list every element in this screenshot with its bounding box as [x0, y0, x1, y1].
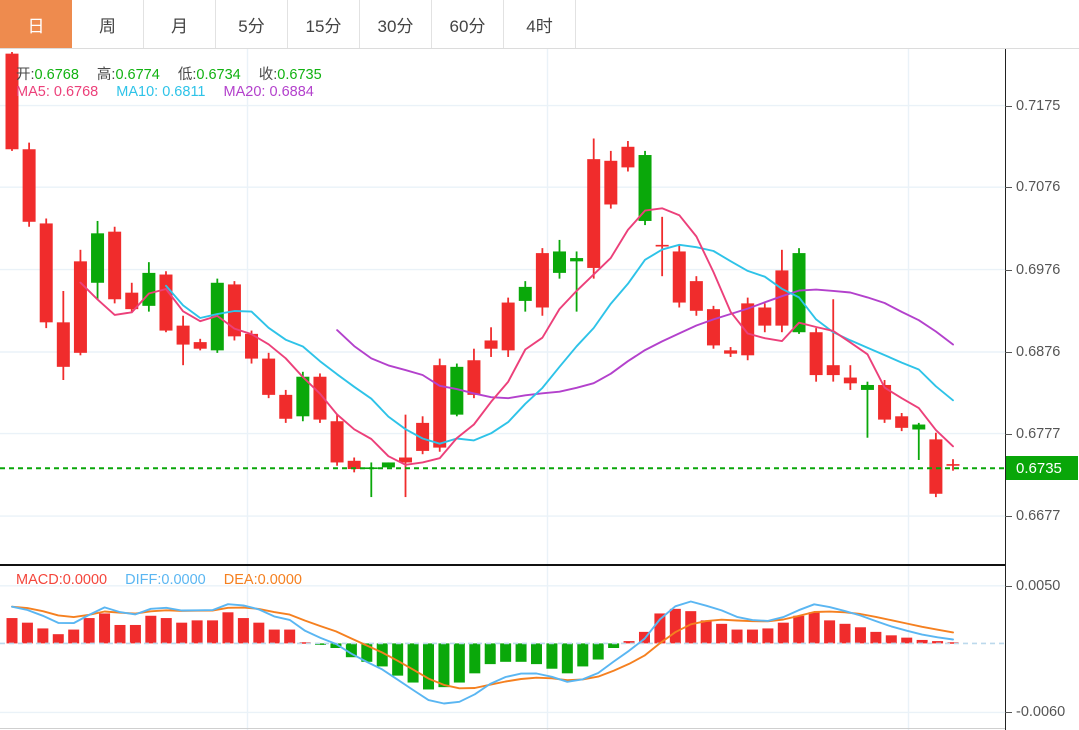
diff-segment: DIFF:0.0000: [125, 572, 206, 588]
tab-month[interactable]: 月: [144, 0, 216, 48]
macd-tick-dash: [1005, 712, 1012, 714]
dea-label: DEA:: [223, 572, 258, 588]
timeframe-tab-bar: 日 周 月 5分 15分 30分 60分 4时: [0, 0, 1079, 49]
price-tick-label: 0.6777: [1016, 425, 1061, 442]
panel-divider: [0, 564, 1005, 566]
tab-5min-label: 5分: [238, 16, 265, 36]
tab-15min[interactable]: 15分: [288, 0, 360, 48]
macd-tick-label: -0.0060: [1016, 704, 1066, 721]
ma10-label: MA10:: [116, 84, 159, 100]
tab-bar-filler: [576, 0, 1079, 48]
macd-value: 0.0000: [62, 572, 108, 588]
open-value: 0.6768: [34, 67, 79, 83]
price-tick-dash: [1005, 516, 1012, 518]
ma-legend: MA5: 0.6768 MA10: 0.6811 MA20: 0.6884: [16, 84, 328, 100]
ma10-value: 0.6811: [162, 84, 206, 100]
dea-segment: DEA:0.0000: [224, 572, 302, 588]
price-axis-line: [1005, 49, 1006, 566]
tab-day[interactable]: 日: [0, 0, 72, 48]
price-tick-dash: [1005, 269, 1012, 271]
macd-svg: [0, 566, 1005, 730]
tab-4hour[interactable]: 4时: [504, 0, 576, 48]
tab-month-label: 月: [171, 16, 188, 36]
price-tick-dash: [1005, 433, 1012, 435]
candlestick-svg: [0, 49, 1005, 566]
high-label: 高:: [96, 67, 116, 83]
price-tick-dash: [1005, 105, 1012, 107]
tab-4hour-label: 4时: [526, 16, 553, 36]
ma20-segment: MA20: 0.6884: [224, 84, 314, 100]
ma20-value: 0.6884: [269, 84, 314, 100]
price-chart-panel[interactable]: [0, 49, 1079, 566]
close-label: 收:: [258, 67, 278, 83]
ma5-value: 0.6768: [53, 84, 99, 100]
tab-15min-label: 15分: [305, 16, 342, 36]
ma5-label: MA5:: [16, 84, 50, 100]
open-segment: 开:0.6768: [16, 63, 79, 84]
price-tick-label: 0.7076: [1016, 179, 1061, 196]
macd-segment: MACD:0.0000: [16, 572, 107, 588]
ma5-segment: MA5: 0.6768: [16, 84, 98, 100]
price-tick-label: 0.7175: [1016, 97, 1061, 114]
tab-60min[interactable]: 60分: [432, 0, 504, 48]
tab-30min[interactable]: 30分: [360, 0, 432, 48]
low-segment: 低:0.6734: [178, 63, 241, 84]
tab-day-label: 日: [27, 16, 45, 36]
low-value: 0.6734: [196, 67, 241, 83]
dea-value: 0.0000: [257, 572, 302, 588]
tab-week-label: 周: [99, 16, 116, 36]
low-label: 低:: [177, 67, 197, 83]
macd-chart-panel[interactable]: [0, 566, 1079, 730]
price-tick-dash: [1005, 187, 1012, 189]
ma20-label: MA20:: [223, 84, 266, 100]
close-segment: 收:0.6735: [259, 63, 322, 84]
tab-5min[interactable]: 5分: [216, 0, 288, 48]
high-segment: 高:0.6774: [97, 63, 160, 84]
high-value: 0.6774: [115, 67, 160, 83]
ohlc-legend: 开:0.6768 高:0.6774 低:0.6734 收:0.6735: [16, 63, 336, 84]
macd-legend: MACD:0.0000 DIFF:0.0000 DEA:0.0000: [16, 572, 316, 588]
price-tick-label: 0.6976: [1016, 261, 1061, 278]
tab-week[interactable]: 周: [72, 0, 144, 48]
price-tick-label: 0.6677: [1016, 508, 1061, 525]
macd-tick-label: 0.0050: [1016, 577, 1061, 594]
tab-60min-label: 60分: [449, 16, 486, 36]
price-tick-dash: [1005, 352, 1012, 353]
open-label: 开:: [16, 67, 35, 83]
macd-tick-dash: [1005, 585, 1012, 587]
ma10-segment: MA10: 0.6811: [116, 84, 205, 100]
macd-label: MACD:: [16, 572, 63, 588]
last-price-badge: 0.6735: [1006, 456, 1078, 481]
macd-axis-line: [1005, 566, 1006, 730]
diff-value: 0.0000: [161, 572, 206, 588]
price-tick-label: 0.6876: [1016, 344, 1061, 360]
diff-label: DIFF:: [125, 572, 162, 588]
tab-30min-label: 30分: [377, 16, 414, 36]
close-value: 0.6735: [277, 67, 322, 83]
macd-bottom-line: [0, 728, 1005, 729]
